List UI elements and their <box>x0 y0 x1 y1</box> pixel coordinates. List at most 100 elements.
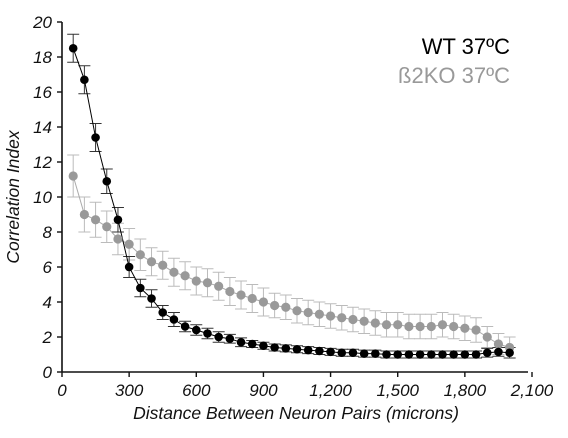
data-point-wt <box>393 350 403 359</box>
data-point-wt <box>371 349 380 358</box>
data-point-wt <box>438 350 447 359</box>
data-point-b2ko <box>415 321 425 332</box>
data-point-wt <box>180 322 190 331</box>
legend-entry-wt: WT 37ºC <box>422 34 510 59</box>
data-point-wt <box>471 350 481 359</box>
data-point-b2ko <box>359 316 369 326</box>
data-point-b2ko <box>146 257 157 267</box>
x-tick-label: 2,100 <box>510 381 554 400</box>
y-tick-label: 6 <box>43 258 53 277</box>
data-point-wt <box>158 308 168 317</box>
y-tick-label: 20 <box>32 13 52 32</box>
data-point-b2ko <box>404 321 414 332</box>
data-point-b2ko <box>169 267 179 277</box>
x-tick-label: 1,200 <box>309 381 352 400</box>
data-point-wt <box>359 349 369 358</box>
data-point-b2ko <box>381 320 392 330</box>
y-axis-title: Correlation Index <box>3 129 23 264</box>
data-point-wt <box>203 329 212 338</box>
data-point-wt <box>303 345 313 355</box>
data-point-wt <box>348 348 358 358</box>
data-point-b2ko <box>247 293 257 304</box>
data-point-wt <box>415 350 425 359</box>
data-point-b2ko <box>426 321 436 332</box>
data-point-wt <box>169 315 179 324</box>
data-point-wt <box>113 215 123 225</box>
data-point-b2ko <box>102 222 112 232</box>
data-point-b2ko <box>191 276 201 286</box>
data-point-b2ko <box>79 209 89 220</box>
data-point-b2ko <box>281 302 291 312</box>
data-point-wt <box>326 347 335 357</box>
data-point-wt <box>247 339 257 349</box>
data-point-wt <box>404 350 414 359</box>
data-point-wt <box>236 337 246 347</box>
data-point-b2ko <box>225 286 235 297</box>
x-tick-label: 900 <box>249 381 278 400</box>
legend-entry-b2ko: ß2KO 37ºC <box>398 63 510 88</box>
series-line-b2ko <box>72 175 510 348</box>
data-point-b2ko <box>449 321 459 332</box>
data-point-b2ko <box>202 278 213 288</box>
data-point-wt <box>136 283 145 293</box>
data-point-wt <box>426 350 436 359</box>
series-line-wt <box>72 48 510 355</box>
y-tick-label: 0 <box>43 363 53 382</box>
data-point-b2ko <box>292 306 302 316</box>
data-point-b2ko <box>393 320 403 330</box>
data-point-wt <box>315 346 324 356</box>
y-tick-label: 16 <box>33 83 52 102</box>
data-point-b2ko <box>314 309 324 319</box>
data-point-wt <box>292 344 302 354</box>
data-point-b2ko <box>90 215 101 225</box>
data-point-wt <box>259 341 268 351</box>
x-tick-label: 300 <box>115 381 144 400</box>
data-point-b2ko <box>158 260 168 270</box>
data-point-wt <box>482 348 492 358</box>
data-point-b2ko <box>270 300 280 311</box>
x-tick-label: 0 <box>57 381 67 400</box>
x-axis-title: Distance Between Neuron Pairs (microns) <box>133 403 459 423</box>
y-tick-label: 18 <box>33 48 52 67</box>
y-tick-label: 2 <box>42 328 53 347</box>
data-point-wt <box>382 350 391 359</box>
data-point-b2ko <box>460 323 470 333</box>
y-tick-label: 8 <box>43 223 53 242</box>
data-point-b2ko <box>68 171 78 181</box>
y-tick-label: 4 <box>43 293 52 312</box>
data-point-b2ko <box>471 325 481 335</box>
data-point-b2ko <box>325 311 336 321</box>
x-ticks: 0 300 600 900 1,200 1,500 1,800 2,100 <box>57 372 554 400</box>
data-point-b2ko <box>180 271 190 281</box>
legend: WT 37ºC ß2KO 37ºC <box>398 34 510 88</box>
x-tick-label: 600 <box>182 381 211 400</box>
data-point-wt <box>91 133 100 142</box>
data-point-wt <box>449 350 458 359</box>
data-point-wt <box>80 75 89 85</box>
data-point-wt <box>191 325 201 335</box>
data-point-wt <box>102 176 112 186</box>
data-point-wt <box>68 43 78 53</box>
data-point-b2ko <box>124 239 134 249</box>
data-point-b2ko <box>113 234 123 244</box>
data-point-wt <box>147 294 156 303</box>
data-point-b2ko <box>337 313 347 323</box>
data-point-wt <box>225 334 235 344</box>
y-tick-label: 12 <box>33 153 52 172</box>
x-tick-label: 1,500 <box>376 381 419 400</box>
data-point-b2ko <box>370 318 380 328</box>
data-point-b2ko <box>258 297 269 307</box>
data-point-b2ko <box>214 281 224 291</box>
data-point-wt <box>460 350 470 359</box>
series-lines <box>72 48 510 355</box>
data-point-b2ko <box>303 307 313 318</box>
data-point-wt <box>124 262 134 272</box>
data-point-wt <box>505 348 514 358</box>
data-point-wt <box>214 332 223 342</box>
data-point-b2ko <box>236 290 246 300</box>
data-point-b2ko <box>482 332 492 342</box>
data-point-wt <box>337 348 347 358</box>
data-point-b2ko <box>437 320 448 330</box>
data-point-b2ko <box>348 314 358 325</box>
data-point-wt <box>281 344 291 353</box>
